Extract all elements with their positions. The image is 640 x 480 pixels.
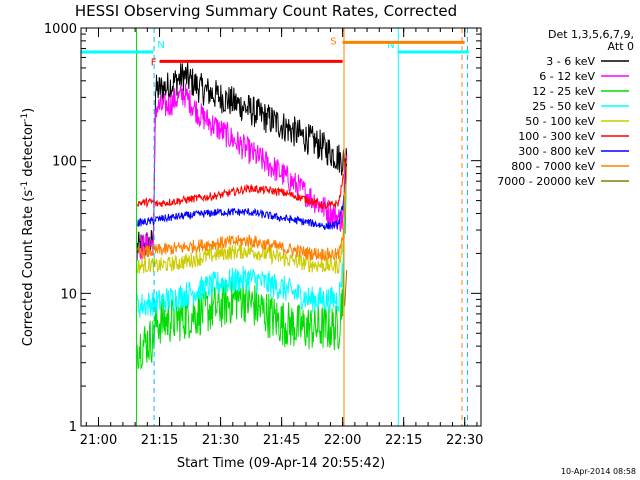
flag-bars: FN NS [81, 36, 469, 68]
series-line-3 [136, 160, 348, 318]
x-tick-label: 22:30 [446, 433, 483, 448]
flag-label-S: S [330, 36, 336, 47]
series-layer [136, 62, 348, 371]
x-tick-label: 21:45 [263, 433, 300, 448]
series-line-6 [137, 163, 348, 231]
y-tick-label: 10 [60, 287, 77, 302]
series-line-8 [344, 269, 348, 307]
flag-label-N: N [157, 40, 164, 51]
legend-label-7: 800 - 7000 keV [511, 160, 595, 173]
vertical-markers [135, 28, 468, 426]
y-axis: 1 10 100 1000 [44, 22, 481, 435]
legend-label-3: 25 - 50 keV [532, 100, 595, 113]
legend-header: Det 1,3,5,6,7,9, [548, 28, 634, 41]
legend-label-5: 100 - 300 keV [518, 130, 595, 143]
series-line-7 [136, 166, 348, 262]
legend-label-1: 6 - 12 keV [539, 70, 595, 83]
y-axis-label: Corrected Count Rate (s-1 detector-1) [20, 108, 36, 346]
legend-label-2: 12 - 25 keV [532, 85, 595, 98]
series-line-0 [136, 62, 348, 258]
legend-label-4: 50 - 100 keV [525, 115, 595, 128]
footer-date: 10-Apr-2014 08:58 [561, 467, 636, 476]
y-tick-label: 1000 [44, 22, 77, 37]
series-line-2 [136, 160, 348, 371]
legend-header: Att 0 [608, 40, 634, 53]
x-axis: 21:00 21:15 21:30 21:45 22:00 22:15 22:30 [80, 28, 483, 448]
x-tick-label: 22:15 [385, 433, 422, 448]
series-line-4 [136, 160, 348, 274]
flag-label-N: N [387, 40, 394, 51]
flag-label-F: F [151, 57, 157, 68]
legend-label-0: 3 - 6 keV [546, 55, 595, 68]
legend-label-8: 7000 - 20000 keV [497, 175, 595, 188]
x-tick-label: 21:00 [80, 433, 117, 448]
plot-frame [80, 27, 482, 427]
x-tick-label: 22:00 [324, 433, 361, 448]
legend-label-6: 300 - 800 keV [518, 145, 595, 158]
x-tick-label: 21:15 [141, 433, 178, 448]
x-tick-label: 21:30 [202, 433, 239, 448]
y-tick-label: 1 [69, 420, 77, 435]
x-axis-label: Start Time (09-Apr-14 20:55:42) [177, 456, 385, 471]
legend: Det 1,3,5,6,7,9,Att 0 3 - 6 keV 6 - 12 keV… [497, 28, 634, 188]
y-tick-label: 100 [52, 155, 77, 170]
chart-title: HESSI Observing Summary Count Rates, Cor… [75, 2, 457, 20]
series-line-5 [136, 153, 348, 210]
